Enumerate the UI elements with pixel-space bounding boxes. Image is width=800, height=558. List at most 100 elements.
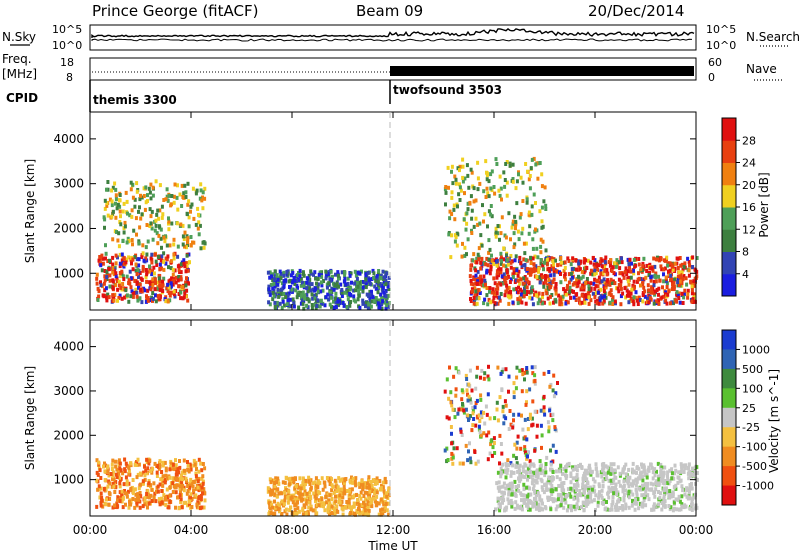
data-cell — [506, 262, 510, 267]
data-cell — [460, 397, 464, 402]
data-cell — [133, 462, 137, 467]
data-cell — [572, 496, 576, 501]
data-cell — [459, 427, 463, 432]
data-cell — [173, 182, 177, 187]
data-cell — [541, 507, 544, 512]
data-cell — [485, 268, 489, 273]
data-cell — [493, 281, 497, 286]
data-cell — [637, 262, 641, 267]
data-cell — [277, 491, 281, 496]
time-tick-label: 12:00 — [376, 523, 411, 537]
data-cell — [525, 485, 529, 490]
data-cell — [662, 472, 666, 477]
data-cell — [203, 466, 207, 471]
data-cell — [634, 497, 637, 502]
data-cell — [115, 230, 118, 234]
data-cell — [461, 241, 464, 246]
data-cell — [494, 226, 498, 231]
data-cell — [294, 288, 298, 293]
data-cell — [478, 291, 482, 295]
data-cell — [289, 304, 293, 309]
data-cell — [189, 204, 193, 209]
data-cell — [622, 479, 626, 484]
data-cell — [386, 284, 390, 289]
data-cell — [464, 443, 468, 448]
data-cell — [665, 285, 669, 289]
data-cell — [656, 257, 660, 262]
data-cell — [630, 261, 633, 266]
data-cell — [314, 293, 318, 297]
data-cell — [662, 279, 666, 284]
data-cell — [507, 463, 511, 468]
data-cell — [652, 279, 656, 284]
data-cell — [166, 495, 170, 500]
data-cell — [642, 285, 646, 290]
data-cell — [296, 292, 300, 297]
data-cell — [299, 283, 303, 288]
data-cell — [545, 291, 549, 296]
data-cell — [364, 300, 368, 305]
data-cell — [479, 260, 483, 265]
data-cell — [497, 295, 501, 300]
data-cell — [284, 507, 288, 512]
data-cell — [518, 255, 522, 260]
data-cell — [271, 290, 275, 295]
data-cell — [509, 265, 513, 270]
data-cell — [111, 474, 115, 479]
data-cell — [299, 486, 303, 491]
data-cell — [610, 269, 614, 273]
data-cell — [504, 475, 508, 480]
data-cell — [524, 469, 528, 474]
data-cell — [525, 285, 529, 290]
data-cell — [472, 301, 476, 306]
data-cell — [505, 283, 509, 288]
data-cell — [567, 272, 571, 277]
data-cell — [98, 468, 102, 473]
data-cell — [179, 296, 183, 301]
data-cell — [602, 298, 606, 303]
data-cell — [635, 298, 639, 303]
data-cell — [178, 192, 182, 197]
data-cell — [499, 255, 503, 260]
data-cell — [279, 287, 283, 292]
data-cell — [108, 258, 111, 263]
data-cell — [125, 494, 129, 499]
data-cell — [174, 280, 178, 285]
data-cell — [468, 397, 472, 402]
data-cell — [188, 485, 192, 490]
data-cell — [477, 296, 481, 301]
freq-strip: Freq. [MHz] 18 8 60 0 Nave — [2, 52, 782, 84]
data-cell — [528, 416, 532, 421]
data-cell — [120, 296, 124, 301]
data-cell — [624, 295, 628, 300]
data-cell — [458, 185, 462, 190]
data-cell — [482, 301, 486, 306]
data-cell — [541, 295, 544, 300]
data-cell — [667, 504, 671, 508]
data-cell — [475, 365, 479, 370]
data-cell — [148, 190, 152, 195]
data-cell — [161, 460, 165, 465]
data-cell — [158, 274, 162, 278]
data-cell — [381, 485, 385, 490]
data-cell — [97, 289, 101, 294]
data-cell — [187, 199, 191, 204]
data-cell — [131, 257, 135, 262]
data-cell — [565, 464, 568, 469]
data-cell — [113, 292, 117, 297]
data-cell — [496, 365, 500, 370]
data-cell — [547, 429, 551, 434]
data-cell — [522, 276, 526, 281]
data-cell — [566, 300, 570, 305]
data-cell — [372, 298, 376, 303]
data-cell — [524, 241, 528, 246]
data-cell — [540, 445, 543, 450]
data-cell — [551, 280, 555, 284]
data-cell — [618, 506, 622, 510]
data-cell — [583, 486, 587, 491]
data-cell — [316, 284, 320, 289]
data-cell — [562, 287, 566, 292]
data-cell — [467, 394, 471, 399]
data-cell — [518, 473, 522, 478]
data-cell — [473, 286, 477, 291]
